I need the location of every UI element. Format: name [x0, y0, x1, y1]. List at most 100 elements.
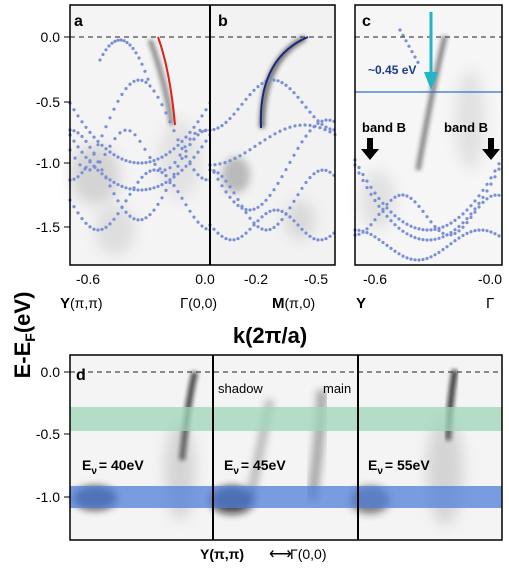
band-dot	[457, 236, 461, 240]
band-dot	[300, 227, 304, 231]
band-dot	[357, 228, 361, 232]
band-dot	[328, 127, 332, 131]
band-dot	[72, 205, 76, 209]
band-dot	[268, 135, 272, 139]
band-dot	[328, 118, 332, 122]
band-dot	[192, 215, 196, 219]
band-dot	[200, 224, 204, 228]
band-dot	[381, 201, 385, 205]
band-dot	[132, 79, 136, 83]
band-dot	[164, 153, 168, 157]
band-dot	[469, 212, 473, 216]
band-dot	[324, 237, 328, 241]
band-dot	[288, 87, 292, 91]
band-dot	[264, 198, 268, 202]
band-dot	[485, 182, 489, 186]
band-dot	[393, 195, 397, 199]
panel-b: b	[208, 5, 337, 265]
energy-label-2: Eν = 45eV	[224, 457, 286, 477]
panel-c: ~0.45 eV band B band B c -0.6 -0.0 Y Γ	[353, 4, 503, 312]
band-dot	[320, 119, 324, 123]
band-dot	[76, 175, 80, 179]
x-axis-label: k(2π/a)	[233, 323, 307, 348]
band-dot	[160, 103, 164, 107]
band-dot	[93, 165, 97, 169]
band-dot	[373, 218, 377, 222]
band-dot	[268, 209, 272, 213]
band-dot	[113, 39, 117, 43]
band-dot	[429, 238, 433, 242]
band-dot	[300, 100, 304, 104]
band-dot	[196, 220, 200, 224]
d-bottom-arrow: ⟷	[269, 546, 292, 563]
band-dot	[365, 179, 369, 183]
band-dot	[108, 116, 112, 120]
band-dot	[143, 69, 147, 73]
band-dot	[160, 155, 164, 159]
band-dot	[200, 176, 204, 180]
band-dot	[220, 184, 224, 188]
band-dot	[240, 204, 244, 208]
band-dot	[188, 162, 192, 166]
panel-a-y-axis: 0.0 -0.5 -1.0 -1.5	[36, 29, 70, 235]
x-tick-a-3: 0.0	[195, 271, 215, 287]
band-dot	[78, 163, 82, 167]
band-dot	[421, 238, 425, 242]
band-dot	[164, 180, 168, 184]
band-dot	[296, 95, 300, 99]
shadow-label: shadow	[218, 381, 263, 396]
band-dot	[233, 156, 237, 160]
band-dot	[116, 183, 120, 187]
band-dot	[172, 172, 176, 176]
band-dot	[357, 165, 361, 170]
band-dot	[433, 225, 437, 229]
band-dot	[461, 212, 465, 216]
band-dot	[357, 232, 361, 236]
green-energy-band	[70, 407, 502, 431]
band-dot	[156, 95, 160, 99]
band-dot	[84, 139, 88, 143]
band-dot	[477, 205, 481, 209]
band-dot	[108, 222, 112, 226]
band-dot	[152, 186, 156, 190]
band-dot	[308, 234, 312, 238]
band-dot	[243, 151, 247, 155]
panel-c-frame	[354, 4, 503, 266]
band-dot	[101, 52, 105, 57]
band-dot	[88, 225, 92, 229]
band-dot	[284, 83, 288, 87]
panel-a-x-axis: -0.6 0.0 Y(π,π) Γ(0,0)	[60, 271, 217, 312]
band-dot	[320, 122, 324, 126]
label-y-point-a: Y(π,π)	[60, 295, 103, 312]
panel-d-frame	[69, 354, 503, 541]
band-dot	[80, 150, 84, 154]
band-dot	[136, 161, 140, 165]
band-dot	[118, 131, 122, 135]
band-dot	[489, 230, 493, 234]
band-dot	[449, 221, 453, 225]
panel-a: a	[68, 5, 212, 265]
d-y-tick-0: 0.0	[41, 364, 61, 380]
band-b-arrow-right	[482, 138, 500, 160]
band-dot	[385, 202, 389, 206]
band-dot	[417, 204, 421, 208]
band-dot	[192, 168, 196, 172]
band-dot	[421, 228, 425, 232]
band-dot	[96, 168, 100, 172]
panel-d-y-axis: 0.0 -0.5 -1.0	[36, 364, 70, 505]
band-dot	[244, 97, 248, 101]
band-dot	[160, 183, 164, 187]
band-dot	[365, 186, 369, 190]
band-dot	[180, 146, 184, 151]
band-dot	[192, 155, 196, 159]
band-dot	[481, 195, 485, 199]
band-dot	[204, 108, 208, 112]
panel-b-background	[210, 5, 335, 265]
band-dot	[96, 228, 100, 232]
band-dot	[184, 155, 188, 159]
band-dot	[173, 160, 177, 165]
band-dot	[104, 176, 108, 180]
band-dot	[204, 139, 208, 143]
band-dot	[124, 186, 128, 190]
band-dot	[457, 229, 461, 233]
